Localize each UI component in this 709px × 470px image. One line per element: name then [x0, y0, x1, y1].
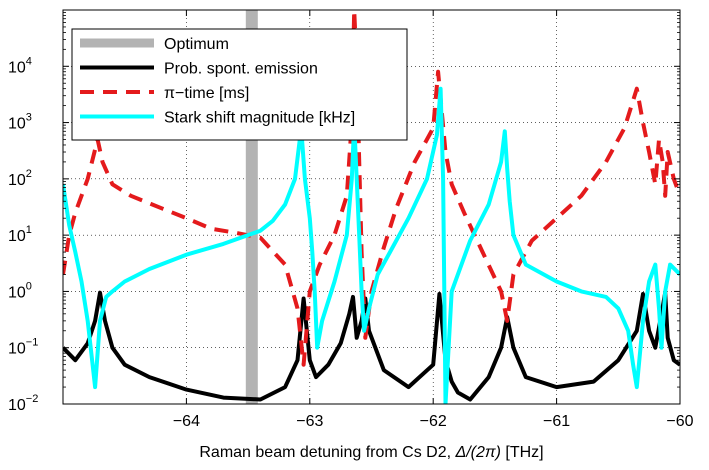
- x-axis-label: Raman beam detuning from Cs D2, Δ/(2π) […: [199, 444, 543, 461]
- y-tick-base: 10: [8, 59, 26, 76]
- y-tick-label: 100: [8, 280, 32, 301]
- y-tick-label: 10−2: [8, 393, 38, 414]
- y-tick-base: 10: [8, 116, 26, 133]
- x-tick-label: −60: [666, 413, 693, 430]
- y-tick-label: 102: [8, 168, 32, 189]
- series-line-3: [63, 86, 680, 404]
- legend: Optimum Prob. spont. emission π−time [ms] S…: [71, 28, 408, 141]
- y-tick-base: 10: [8, 284, 26, 301]
- series-line-1: [63, 290, 680, 402]
- x-axis-label-prefix: Raman beam detuning from Cs D2,: [199, 444, 455, 461]
- y-tick-base: 10: [8, 228, 26, 245]
- y-tick-exponent: 2: [26, 168, 32, 180]
- legend-label: Stark shift magnitude [kHz]: [164, 110, 355, 127]
- y-tick-label: 10−1: [8, 337, 38, 358]
- x-tick-label: −62: [420, 413, 447, 430]
- y-tick-label: 101: [8, 224, 32, 245]
- x-tick-label: −63: [296, 413, 323, 430]
- y-tick-label: 103: [8, 112, 32, 133]
- legend-label: Optimum: [164, 36, 229, 53]
- plot-frame: [62, 9, 681, 405]
- y-tick-exponent: 3: [26, 112, 32, 124]
- y-tick-base: 10: [8, 397, 26, 414]
- y-tick-exponent: 4: [26, 55, 32, 67]
- legend-label: Prob. spont. emission: [164, 61, 318, 78]
- x-axis-label-suffix: [THz]: [501, 444, 544, 461]
- x-axis-label-math: Δ/(2π): [455, 444, 501, 461]
- x-tick-label: −61: [543, 413, 570, 430]
- series-lines: [63, 10, 680, 404]
- y-tick-exponent: −1: [26, 337, 39, 349]
- y-tick-exponent: 0: [26, 280, 32, 292]
- series-line-2: [63, 10, 680, 367]
- legend-label: π−time [ms]: [164, 85, 249, 102]
- y-tick-base: 10: [8, 172, 26, 189]
- y-tick-label: 104: [8, 55, 32, 76]
- y-tick-exponent: −2: [26, 393, 39, 405]
- y-tick-exponent: 1: [26, 224, 32, 236]
- y-tick-base: 10: [8, 341, 26, 358]
- x-tick-label: −64: [173, 413, 200, 430]
